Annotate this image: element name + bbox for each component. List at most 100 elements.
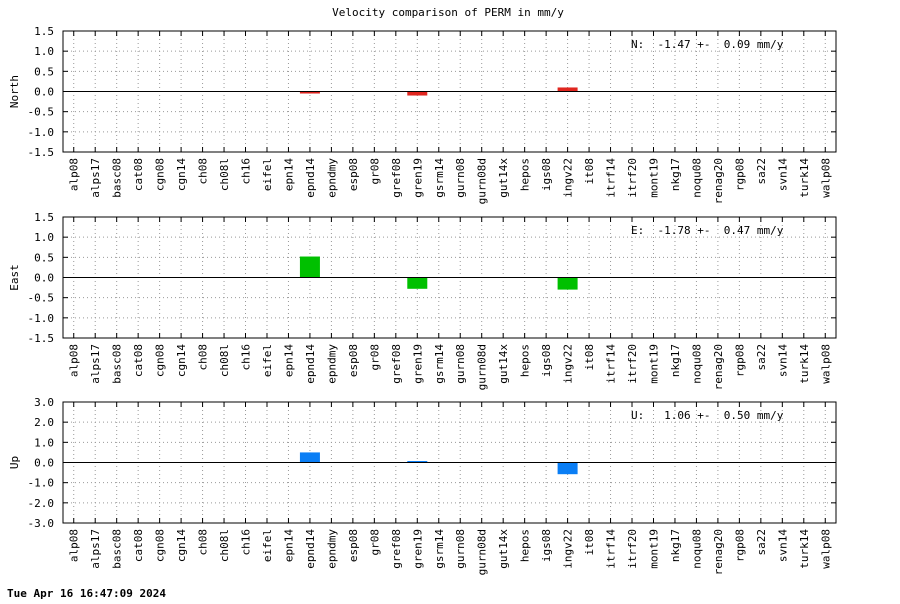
x-tick-label: itrf20 <box>626 529 639 569</box>
velocity-annotation: E: -1.78 +- 0.47 mm/y <box>631 224 784 237</box>
y-axis-label: North <box>8 75 21 108</box>
x-tick-label: ingv22 <box>562 529 575 569</box>
x-tick-label: it08 <box>583 529 596 556</box>
x-tick-label: gut14x <box>497 344 510 384</box>
x-tick-label: hepos <box>519 529 532 562</box>
x-tick-label: ch16 <box>240 344 253 371</box>
x-tick-label: itrf20 <box>626 344 639 384</box>
x-tick-label: rgp08 <box>733 158 746 191</box>
x-tick-label: cat08 <box>132 158 145 191</box>
x-tick-label: esp08 <box>347 158 360 191</box>
timestamp-footer: Tue Apr 16 16:47:09 2024 <box>7 587 166 600</box>
x-tick-label: gsrm14 <box>433 529 446 569</box>
y-tick-label: 1.0 <box>34 436 54 449</box>
x-tick-label: mont19 <box>647 344 660 384</box>
y-tick-label: 0.0 <box>34 457 54 470</box>
y-tick-label: 1.5 <box>34 211 54 224</box>
x-tick-label: cgn14 <box>175 344 188 377</box>
x-tick-label: gren19 <box>411 158 424 198</box>
x-tick-label: sa22 <box>755 158 768 185</box>
y-tick-label: 3.0 <box>34 396 54 409</box>
x-tick-label: sa22 <box>755 529 768 556</box>
x-tick-label: turk14 <box>798 529 811 569</box>
x-tick-label: gsrm14 <box>433 344 446 384</box>
y-tick-label: 0.5 <box>34 65 54 78</box>
x-tick-label: svn14 <box>776 158 789 191</box>
x-tick-label: esp08 <box>347 344 360 377</box>
x-tick-label: ch08l <box>218 158 231 191</box>
x-tick-label: alps17 <box>89 158 102 198</box>
x-tick-label: itrf14 <box>605 158 618 198</box>
x-tick-label: ch08l <box>218 344 231 377</box>
x-tick-label: gref08 <box>390 529 403 569</box>
x-tick-label: renag20 <box>712 344 725 390</box>
x-tick-label: svn14 <box>776 529 789 562</box>
y-tick-label: -1.0 <box>28 126 55 139</box>
bar-ingv22 <box>557 277 578 290</box>
x-tick-label: turk14 <box>798 158 811 198</box>
x-tick-label: walp08 <box>819 158 832 198</box>
x-tick-label: igs08 <box>540 158 553 191</box>
x-tick-label: svn14 <box>776 344 789 377</box>
bar-ingv22 <box>557 87 578 92</box>
x-tick-label: itrf14 <box>605 529 618 569</box>
y-tick-label: 2.0 <box>34 416 54 429</box>
plot-frame <box>62 216 837 339</box>
x-tick-label: gut14x <box>497 158 510 198</box>
y-tick-label: 0.0 <box>34 272 54 285</box>
x-tick-label: gurn08 <box>454 529 467 569</box>
x-tick-label: basc08 <box>111 344 124 384</box>
x-tick-label: basc08 <box>111 158 124 198</box>
y-tick-label: 0.5 <box>34 251 54 264</box>
x-tick-label: rgp08 <box>733 529 746 562</box>
panel-up: 3.0 2.0 1.0 0.0 -1.0 -2.0 -3.0 alp08 alps17 basc0… <box>8 396 837 575</box>
x-tick-label: igs08 <box>540 529 553 562</box>
x-tick-label: turk14 <box>798 344 811 384</box>
x-tick-label: epndmy <box>325 344 338 384</box>
bar-ingv22 <box>557 462 578 475</box>
bar-gren19 <box>407 461 428 463</box>
bar-epnd14 <box>299 256 320 278</box>
y-tick-label: -0.5 <box>28 292 55 305</box>
y-tick-label: 1.0 <box>34 231 54 244</box>
x-tick-label: cgn08 <box>154 529 167 562</box>
x-tick-label: alp08 <box>68 529 81 562</box>
y-tick-label: -1.5 <box>28 332 55 345</box>
x-tick-label: mont19 <box>647 529 660 569</box>
y-tick-label: -2.0 <box>28 497 55 510</box>
x-tick-label: cgn08 <box>154 344 167 377</box>
x-tick-label: igs08 <box>540 344 553 377</box>
x-tick-label: renag20 <box>712 529 725 575</box>
x-tick-label: eifel <box>261 158 274 191</box>
y-tick-label: -1.5 <box>28 146 55 159</box>
x-tick-label: gurn08 <box>454 344 467 384</box>
x-tick-label: nkg17 <box>669 344 682 377</box>
x-tick-label: cgn14 <box>175 529 188 562</box>
x-tick-label: esp08 <box>347 529 360 562</box>
x-tick-label: gurn08d <box>476 158 489 204</box>
x-tick-label: eifel <box>261 529 274 562</box>
x-tick-label: noqu08 <box>690 529 703 569</box>
bar-gren19 <box>407 277 428 289</box>
bar-epnd14 <box>299 91 320 94</box>
x-tick-label: gr08 <box>368 344 381 371</box>
x-tick-label: epnd14 <box>304 344 317 384</box>
y-tick-label: 0.0 <box>34 86 54 99</box>
bar-gren19 <box>407 91 428 96</box>
x-tick-label: gren19 <box>411 529 424 569</box>
x-tick-label: walp08 <box>819 344 832 384</box>
y-axis-label: East <box>8 264 21 291</box>
x-tick-label: gr08 <box>368 529 381 556</box>
x-tick-label: gut14x <box>497 529 510 569</box>
x-tick-label: gr08 <box>368 158 381 185</box>
x-tick-label: cgn08 <box>154 158 167 191</box>
x-tick-label: epn14 <box>282 529 295 562</box>
x-tick-label: ch08l <box>218 529 231 562</box>
x-tick-label: alps17 <box>89 344 102 384</box>
y-tick-label: -3.0 <box>28 517 55 530</box>
x-tick-label: basc08 <box>111 529 124 569</box>
x-tick-label: ingv22 <box>562 158 575 198</box>
x-tick-label: cat08 <box>132 529 145 562</box>
